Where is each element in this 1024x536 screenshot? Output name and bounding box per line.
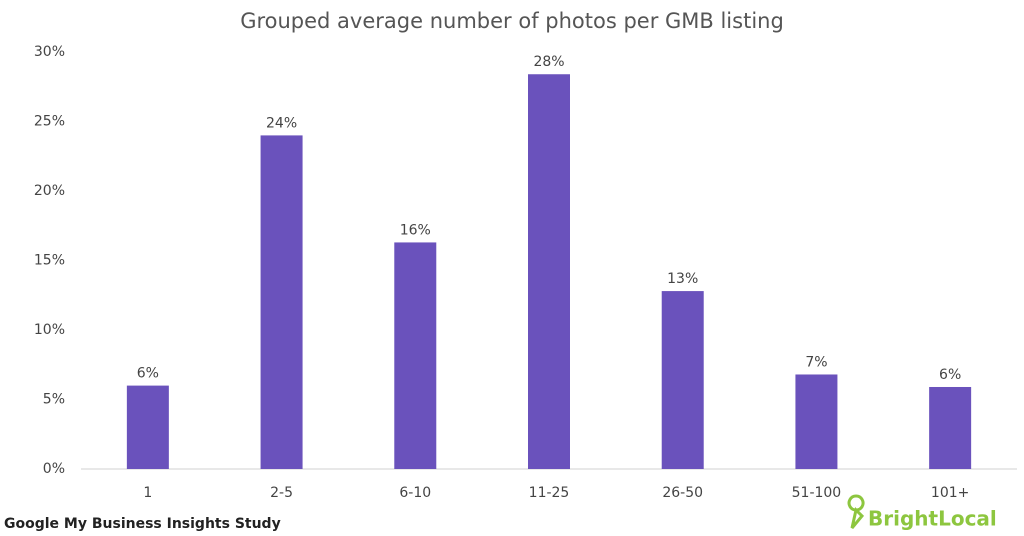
bar bbox=[795, 374, 838, 469]
bar bbox=[394, 242, 437, 469]
y-tick-label: 20% bbox=[34, 183, 65, 199]
x-tick-label: 11-25 bbox=[529, 485, 570, 501]
x-tick-label: 2-5 bbox=[270, 485, 293, 501]
value-label: 16% bbox=[400, 222, 431, 238]
value-label: 24% bbox=[266, 115, 297, 131]
x-tick-label: 1 bbox=[143, 485, 152, 501]
chart-title: Grouped average number of photos per GMB… bbox=[240, 9, 784, 33]
value-label: 28% bbox=[533, 54, 564, 70]
bar bbox=[126, 385, 169, 469]
x-tick-label: 101+ bbox=[931, 485, 969, 501]
bar bbox=[929, 386, 972, 469]
value-label: 7% bbox=[805, 354, 827, 370]
value-label: 13% bbox=[667, 271, 698, 287]
y-tick-label: 30% bbox=[34, 44, 65, 60]
y-tick-label: 0% bbox=[43, 461, 65, 477]
y-tick-label: 10% bbox=[34, 322, 65, 338]
logo: BrightLocal bbox=[847, 494, 997, 531]
bar bbox=[528, 74, 570, 470]
x-tick-label: 26-50 bbox=[662, 485, 703, 501]
bar bbox=[661, 291, 704, 469]
brand-name: BrightLocal bbox=[868, 507, 997, 531]
y-tick-label: 15% bbox=[34, 253, 65, 269]
source-note: Google My Business Insights Study bbox=[4, 516, 281, 532]
x-tick-label: 51-100 bbox=[792, 485, 842, 501]
value-label: 6% bbox=[137, 366, 159, 382]
logo-icon bbox=[847, 494, 865, 529]
y-tick-label: 5% bbox=[43, 392, 65, 408]
value-label: 6% bbox=[939, 367, 961, 383]
bar bbox=[260, 135, 303, 469]
x-tick-label: 6-10 bbox=[399, 485, 431, 501]
y-tick-label: 25% bbox=[34, 114, 65, 130]
